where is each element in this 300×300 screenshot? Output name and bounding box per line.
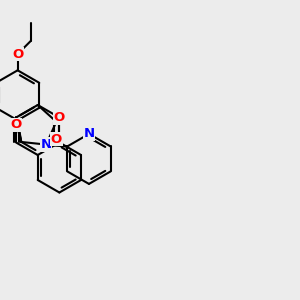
Text: N: N <box>40 138 52 151</box>
Text: O: O <box>11 118 22 131</box>
Text: N: N <box>83 128 94 140</box>
Text: O: O <box>54 111 65 124</box>
Text: O: O <box>51 133 62 146</box>
Text: O: O <box>12 48 23 61</box>
